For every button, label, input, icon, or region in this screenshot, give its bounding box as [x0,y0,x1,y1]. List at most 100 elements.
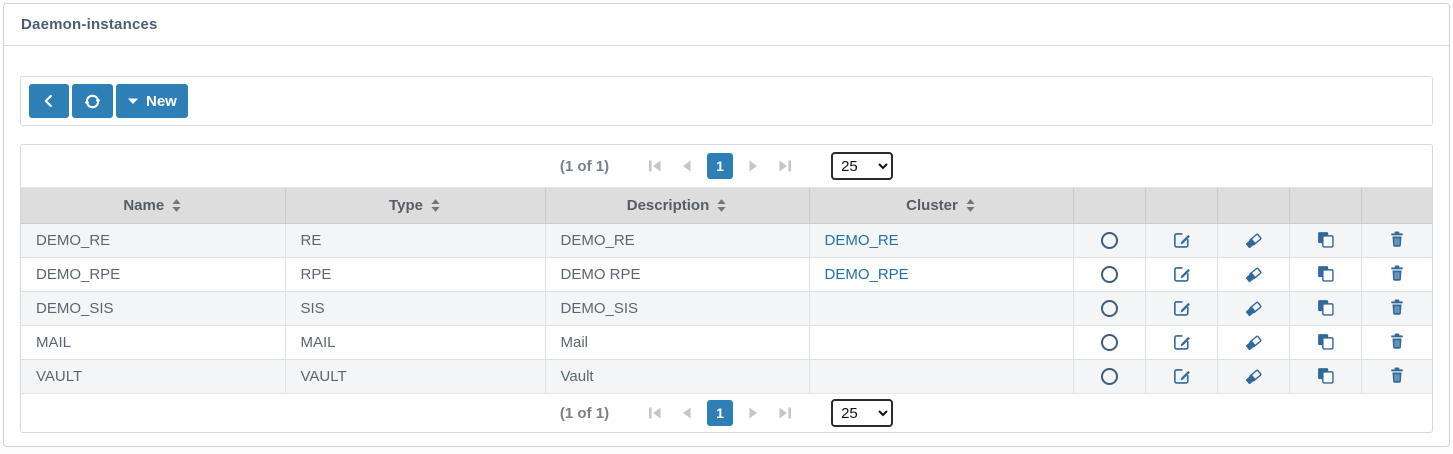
rows-per-page-select[interactable]: 25 [831,399,894,427]
delete-button[interactable] [1386,364,1408,386]
current-page-button[interactable]: 1 [707,400,734,426]
first-page-button[interactable] [642,400,668,426]
cell-type: MAIL [284,324,546,360]
first-page-icon [646,404,664,422]
copy-icon [1316,264,1335,283]
eraser-icon [1244,298,1263,317]
paginator-top: (1 of 1) 1 25 [21,145,1432,188]
edit-button[interactable] [1170,296,1193,319]
cell-name: DEMO_RPE [21,256,286,292]
cell-edit [1144,222,1218,258]
delete-button[interactable] [1386,228,1408,250]
cell-description: DEMO_SIS [544,290,810,326]
cell-delete [1360,222,1432,258]
erase-button[interactable] [1242,330,1265,353]
eraser-icon [1244,332,1263,351]
last-page-icon [776,404,794,422]
table-row: VAULT VAULT Vault [21,358,1432,393]
last-page-button[interactable] [772,153,798,179]
caret-down-icon [127,97,139,105]
cell-type: RE [284,222,546,258]
cluster-link[interactable]: DEMO_RPE [824,265,909,283]
edit-icon [1172,332,1191,351]
cell-select [1072,222,1146,258]
back-button[interactable] [29,84,69,118]
delete-button[interactable] [1386,296,1408,318]
copy-button[interactable] [1314,296,1337,319]
cell-name: DEMO_SIS [21,290,286,326]
prev-page-icon [678,157,696,175]
cell-copy [1288,358,1362,393]
edit-icon [1172,366,1191,385]
trash-icon [1388,366,1406,384]
panel-header: Daemon-instances [4,4,1449,46]
column-header-cluster[interactable]: Cluster [808,188,1074,224]
next-page-icon [744,404,762,422]
new-button[interactable]: New [116,84,188,118]
edit-button[interactable] [1170,364,1193,387]
erase-button[interactable] [1242,296,1265,319]
copy-button[interactable] [1314,364,1337,387]
cell-select [1072,358,1146,393]
last-page-icon [776,157,794,175]
cell-erase [1216,324,1290,360]
edit-button[interactable] [1170,228,1193,251]
delete-button[interactable] [1386,330,1408,352]
next-page-button[interactable] [740,153,766,179]
cell-erase [1216,290,1290,326]
cell-description: Mail [544,324,810,360]
row-select-radio[interactable] [1100,299,1118,317]
current-page-button[interactable]: 1 [707,153,734,179]
last-page-button[interactable] [772,400,798,426]
erase-button[interactable] [1242,262,1265,285]
cell-cluster [808,358,1074,393]
copy-button[interactable] [1314,330,1337,353]
edit-button[interactable] [1170,330,1193,353]
column-header-type[interactable]: Type [284,188,546,224]
panel-body: New (1 of 1) 1 25 Name [4,46,1449,446]
copy-icon [1316,298,1335,317]
cluster-link[interactable]: DEMO_RE [824,231,899,249]
prev-page-button[interactable] [674,153,700,179]
copy-icon [1316,366,1335,385]
cell-description: Vault [544,358,810,393]
copy-button[interactable] [1314,262,1337,285]
erase-button[interactable] [1242,364,1265,387]
column-header-delete [1360,188,1432,224]
edit-button[interactable] [1170,262,1193,285]
first-page-icon [646,157,664,175]
column-header-copy [1288,188,1362,224]
refresh-button[interactable] [72,84,113,118]
row-select-radio[interactable] [1100,333,1118,351]
copy-button[interactable] [1314,228,1337,251]
column-header-name[interactable]: Name [21,188,286,224]
cell-erase [1216,358,1290,393]
cell-erase [1216,222,1290,258]
column-header-description[interactable]: Description [544,188,810,224]
row-select-radio[interactable] [1100,368,1118,386]
cell-cluster: DEMO_RPE [808,256,1074,292]
cell-name: VAULT [21,358,286,393]
column-header-edit [1144,188,1218,224]
erase-button[interactable] [1242,228,1265,251]
row-select-radio[interactable] [1100,231,1118,249]
prev-page-button[interactable] [674,400,700,426]
cell-type: SIS [284,290,546,326]
next-page-icon [744,157,762,175]
row-select-radio[interactable] [1100,265,1118,283]
rows-per-page-select[interactable]: 25 [831,152,894,180]
paginator-bottom: (1 of 1) 1 25 [21,393,1432,432]
chevron-left-icon [40,92,58,110]
cell-select [1072,256,1146,292]
cell-type: RPE [284,256,546,292]
delete-button[interactable] [1386,262,1408,284]
new-button-label: New [146,92,177,110]
table-header-row: Name Type Description Cluster [21,188,1432,224]
next-page-button[interactable] [740,400,766,426]
table-row: MAIL MAIL Mail [21,324,1432,360]
prev-page-icon [678,404,696,422]
cell-delete [1360,324,1432,360]
cell-type: VAULT [284,358,546,393]
first-page-button[interactable] [642,153,668,179]
sort-icon [430,198,441,213]
